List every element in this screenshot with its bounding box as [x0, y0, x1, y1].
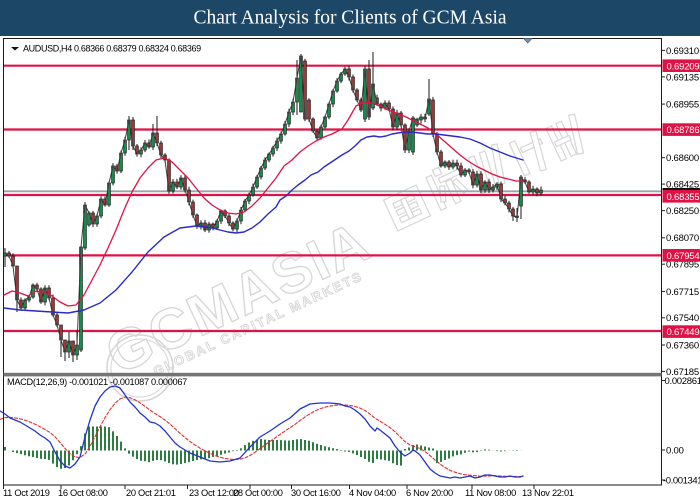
svg-text:11 Nov 08:00: 11 Nov 08:00 — [465, 488, 516, 498]
svg-text:0.00: 0.00 — [666, 445, 684, 456]
svg-text:13 Nov 22:01: 13 Nov 22:01 — [522, 488, 574, 498]
svg-text:-0.001341: -0.001341 — [663, 475, 700, 486]
svg-text:0.69310: 0.69310 — [666, 46, 699, 57]
svg-text:0.68425: 0.68425 — [666, 180, 699, 191]
svg-text:0.67449: 0.67449 — [667, 327, 700, 338]
svg-text:Chart Analysis for Clients of: Chart Analysis for Clients of GCM Asia — [193, 8, 506, 29]
svg-text:20 Oct 21:01: 20 Oct 21:01 — [126, 488, 176, 498]
svg-text:0.69209: 0.69209 — [667, 61, 700, 72]
svg-text:23 Oct 12:00: 23 Oct 12:00 — [189, 488, 239, 498]
svg-text:0.69135: 0.69135 — [666, 72, 699, 83]
svg-text:0.68070: 0.68070 — [666, 233, 699, 244]
svg-text:28 Oct 00:00: 28 Oct 00:00 — [233, 488, 283, 498]
svg-text:4 Nov 04:00: 4 Nov 04:00 — [349, 488, 396, 498]
svg-text:0.002861: 0.002861 — [665, 376, 700, 387]
svg-text:MACD(12,26,9) -0.001021 -0.001: MACD(12,26,9) -0.001021 -0.001087 0.0000… — [7, 377, 187, 387]
svg-text:16 Oct 08:00: 16 Oct 08:00 — [58, 488, 108, 498]
svg-text:AUDUSD,H4 0.68366 0.68379 0.6: AUDUSD,H4 0.68366 0.68379 0.68324 0.6836… — [23, 44, 201, 54]
svg-text:0.67360: 0.67360 — [666, 340, 699, 351]
svg-text:0.68600: 0.68600 — [666, 153, 699, 164]
svg-text:0.67715: 0.67715 — [666, 287, 699, 298]
svg-text:0.68955: 0.68955 — [666, 100, 699, 111]
svg-text:0.68355: 0.68355 — [667, 192, 700, 203]
svg-text:0.67185: 0.67185 — [666, 367, 699, 378]
svg-text:0.68786: 0.68786 — [667, 125, 700, 136]
svg-text:6 Nov 20:00: 6 Nov 20:00 — [406, 488, 453, 498]
svg-text:0.68250: 0.68250 — [666, 206, 699, 217]
svg-text:11 Oct 2019: 11 Oct 2019 — [3, 488, 50, 498]
svg-text:0.67895: 0.67895 — [666, 260, 699, 271]
svg-text:30 Oct 16:00: 30 Oct 16:00 — [291, 488, 341, 498]
svg-text:0.67954: 0.67954 — [667, 251, 700, 262]
svg-text:0.67540: 0.67540 — [666, 313, 699, 324]
